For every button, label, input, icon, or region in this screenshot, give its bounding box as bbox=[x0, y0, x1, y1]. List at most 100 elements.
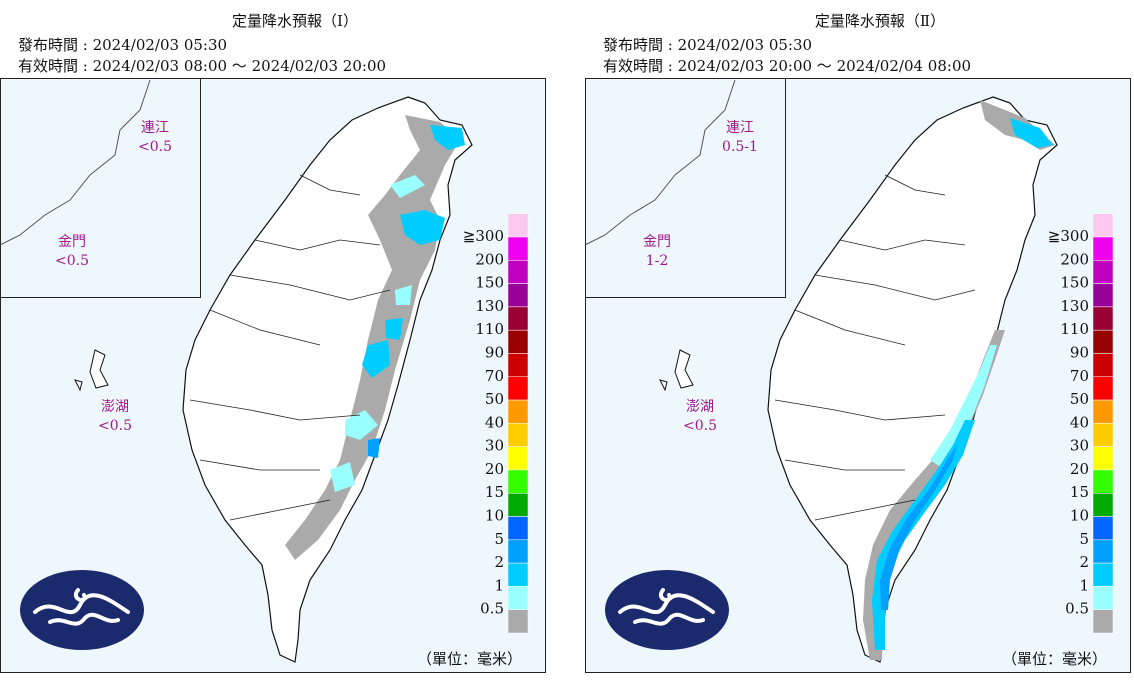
legend-label: 50 bbox=[485, 390, 504, 408]
panel-title: 定量降水預報（Ⅰ） bbox=[232, 12, 358, 30]
legend-swatch bbox=[1092, 609, 1114, 634]
legend-label: 90 bbox=[1070, 343, 1089, 361]
legend-swatch bbox=[507, 260, 529, 284]
rain-area bbox=[385, 318, 403, 340]
rain-area bbox=[930, 345, 997, 470]
legend-label: 150 bbox=[1060, 274, 1089, 292]
rain-area bbox=[395, 285, 412, 305]
map-panel: 定量降水預報（Ⅰ） 發布時間 : 2024/02/03 05:30 有效時間 : 2… bbox=[0, 12, 546, 673]
cwa-logo-swirl bbox=[33, 588, 130, 626]
legend-swatch bbox=[1092, 399, 1114, 424]
area-value: <0.5 bbox=[683, 418, 717, 434]
issue-time: 發布時間 : 2024/02/03 05:30 bbox=[18, 36, 227, 54]
legend-swatch bbox=[507, 586, 529, 610]
legend-label: 0.5 bbox=[480, 600, 504, 618]
legend-label: 30 bbox=[485, 437, 504, 455]
legend-swatch bbox=[1092, 516, 1114, 541]
legend-label: 50 bbox=[1070, 390, 1089, 408]
legend-label: 70 bbox=[485, 367, 504, 385]
legend-label: 5 bbox=[494, 530, 504, 548]
legend-label: 15 bbox=[485, 483, 504, 501]
valid-time: 有效時間 : 2024/02/03 20:00 ～ 2024/02/04 08:… bbox=[603, 57, 971, 75]
valid-time: 有效時間 : 2024/02/03 08:00 ～ 2024/02/03 20:… bbox=[18, 57, 386, 75]
legend-label: 20 bbox=[485, 460, 504, 478]
legend-swatch bbox=[507, 423, 529, 447]
cwa-logo bbox=[605, 570, 729, 650]
legend-swatch bbox=[1092, 446, 1114, 471]
legend-swatch bbox=[507, 469, 529, 494]
panel-title: 定量降水預報（Ⅱ） bbox=[815, 12, 945, 30]
rain-area bbox=[345, 410, 378, 440]
legend-label: 2 bbox=[1079, 553, 1089, 571]
legend-label: 70 bbox=[1070, 367, 1089, 385]
legend-label: 0.5 bbox=[1065, 600, 1089, 618]
legend-label: 10 bbox=[485, 507, 504, 525]
cwa-logo bbox=[20, 570, 144, 650]
legend-swatch bbox=[1092, 260, 1114, 284]
legend-label: 10 bbox=[1070, 507, 1089, 525]
legend-label: 5 bbox=[1079, 530, 1089, 548]
legend-swatch bbox=[507, 329, 529, 354]
county-borders bbox=[774, 174, 976, 521]
legend-label: 1 bbox=[494, 576, 504, 594]
rain-area bbox=[362, 340, 390, 378]
legend-swatch bbox=[1092, 283, 1114, 308]
legend-swatch bbox=[1092, 376, 1114, 401]
legend-swatch bbox=[507, 539, 529, 564]
legend-label: 20 bbox=[1070, 460, 1089, 478]
cwa-logo-swirl bbox=[618, 588, 715, 626]
coastline bbox=[584, 79, 736, 246]
issue-time: 發布時間 : 2024/02/03 05:30 bbox=[603, 36, 812, 54]
inset-frame bbox=[585, 78, 786, 298]
coastline bbox=[0, 79, 151, 246]
legend-label: 150 bbox=[475, 274, 504, 292]
legend-swatch bbox=[1092, 562, 1114, 587]
penghu-islands bbox=[659, 349, 694, 392]
area-name: 連江 bbox=[141, 120, 169, 136]
rain-area bbox=[400, 210, 445, 245]
legend-swatch bbox=[507, 376, 529, 401]
area-value: <0.5 bbox=[55, 253, 89, 269]
legend-label: 200 bbox=[1060, 250, 1089, 268]
legend-swatch bbox=[507, 213, 529, 238]
county-borders bbox=[189, 174, 391, 521]
legend-swatch bbox=[507, 236, 529, 261]
legend-swatch bbox=[1092, 236, 1114, 261]
area-value: <0.5 bbox=[138, 139, 172, 155]
unit-label: （單位：毫米） bbox=[417, 650, 522, 668]
area-value: 1-2 bbox=[646, 253, 669, 269]
rain-area bbox=[1010, 118, 1053, 148]
rain-area bbox=[330, 462, 355, 492]
legend-label: 110 bbox=[475, 320, 504, 338]
legend-label: 40 bbox=[1070, 413, 1089, 431]
unit-label: （單位：毫米） bbox=[1002, 650, 1107, 668]
legend-swatch bbox=[1092, 213, 1114, 238]
legend-label: 110 bbox=[1060, 320, 1089, 338]
legend-swatch bbox=[1092, 586, 1114, 610]
rain-area bbox=[390, 175, 425, 198]
legend-swatch bbox=[507, 516, 529, 541]
legend-swatch bbox=[507, 283, 529, 308]
legend-label: 40 bbox=[485, 413, 504, 431]
legend-label: ≧300 bbox=[463, 227, 504, 245]
rain-area bbox=[368, 438, 380, 458]
rain-area bbox=[872, 420, 975, 650]
rain-area bbox=[880, 445, 957, 610]
legend-swatch bbox=[1092, 306, 1114, 331]
area-name: 澎湖 bbox=[686, 399, 714, 415]
legend-label: 130 bbox=[1060, 297, 1089, 315]
legend-label: 1 bbox=[1079, 576, 1089, 594]
legend-label: 15 bbox=[1070, 483, 1089, 501]
legend-label: ≧300 bbox=[1048, 227, 1089, 245]
legend-swatch bbox=[1092, 492, 1114, 517]
rain-area bbox=[430, 125, 465, 150]
legend-swatch bbox=[1092, 353, 1114, 378]
inset-frame bbox=[0, 78, 201, 298]
map-panel: 定量降水預報（Ⅱ）發布時間 : 2024/02/03 05:30 有效時間 : 2… bbox=[584, 12, 1131, 673]
area-name: 澎湖 bbox=[101, 399, 129, 415]
area-value: <0.5 bbox=[98, 418, 132, 434]
legend-swatch bbox=[507, 492, 529, 517]
legend-label: 30 bbox=[1070, 437, 1089, 455]
area-value: 0.5-1 bbox=[722, 139, 758, 155]
